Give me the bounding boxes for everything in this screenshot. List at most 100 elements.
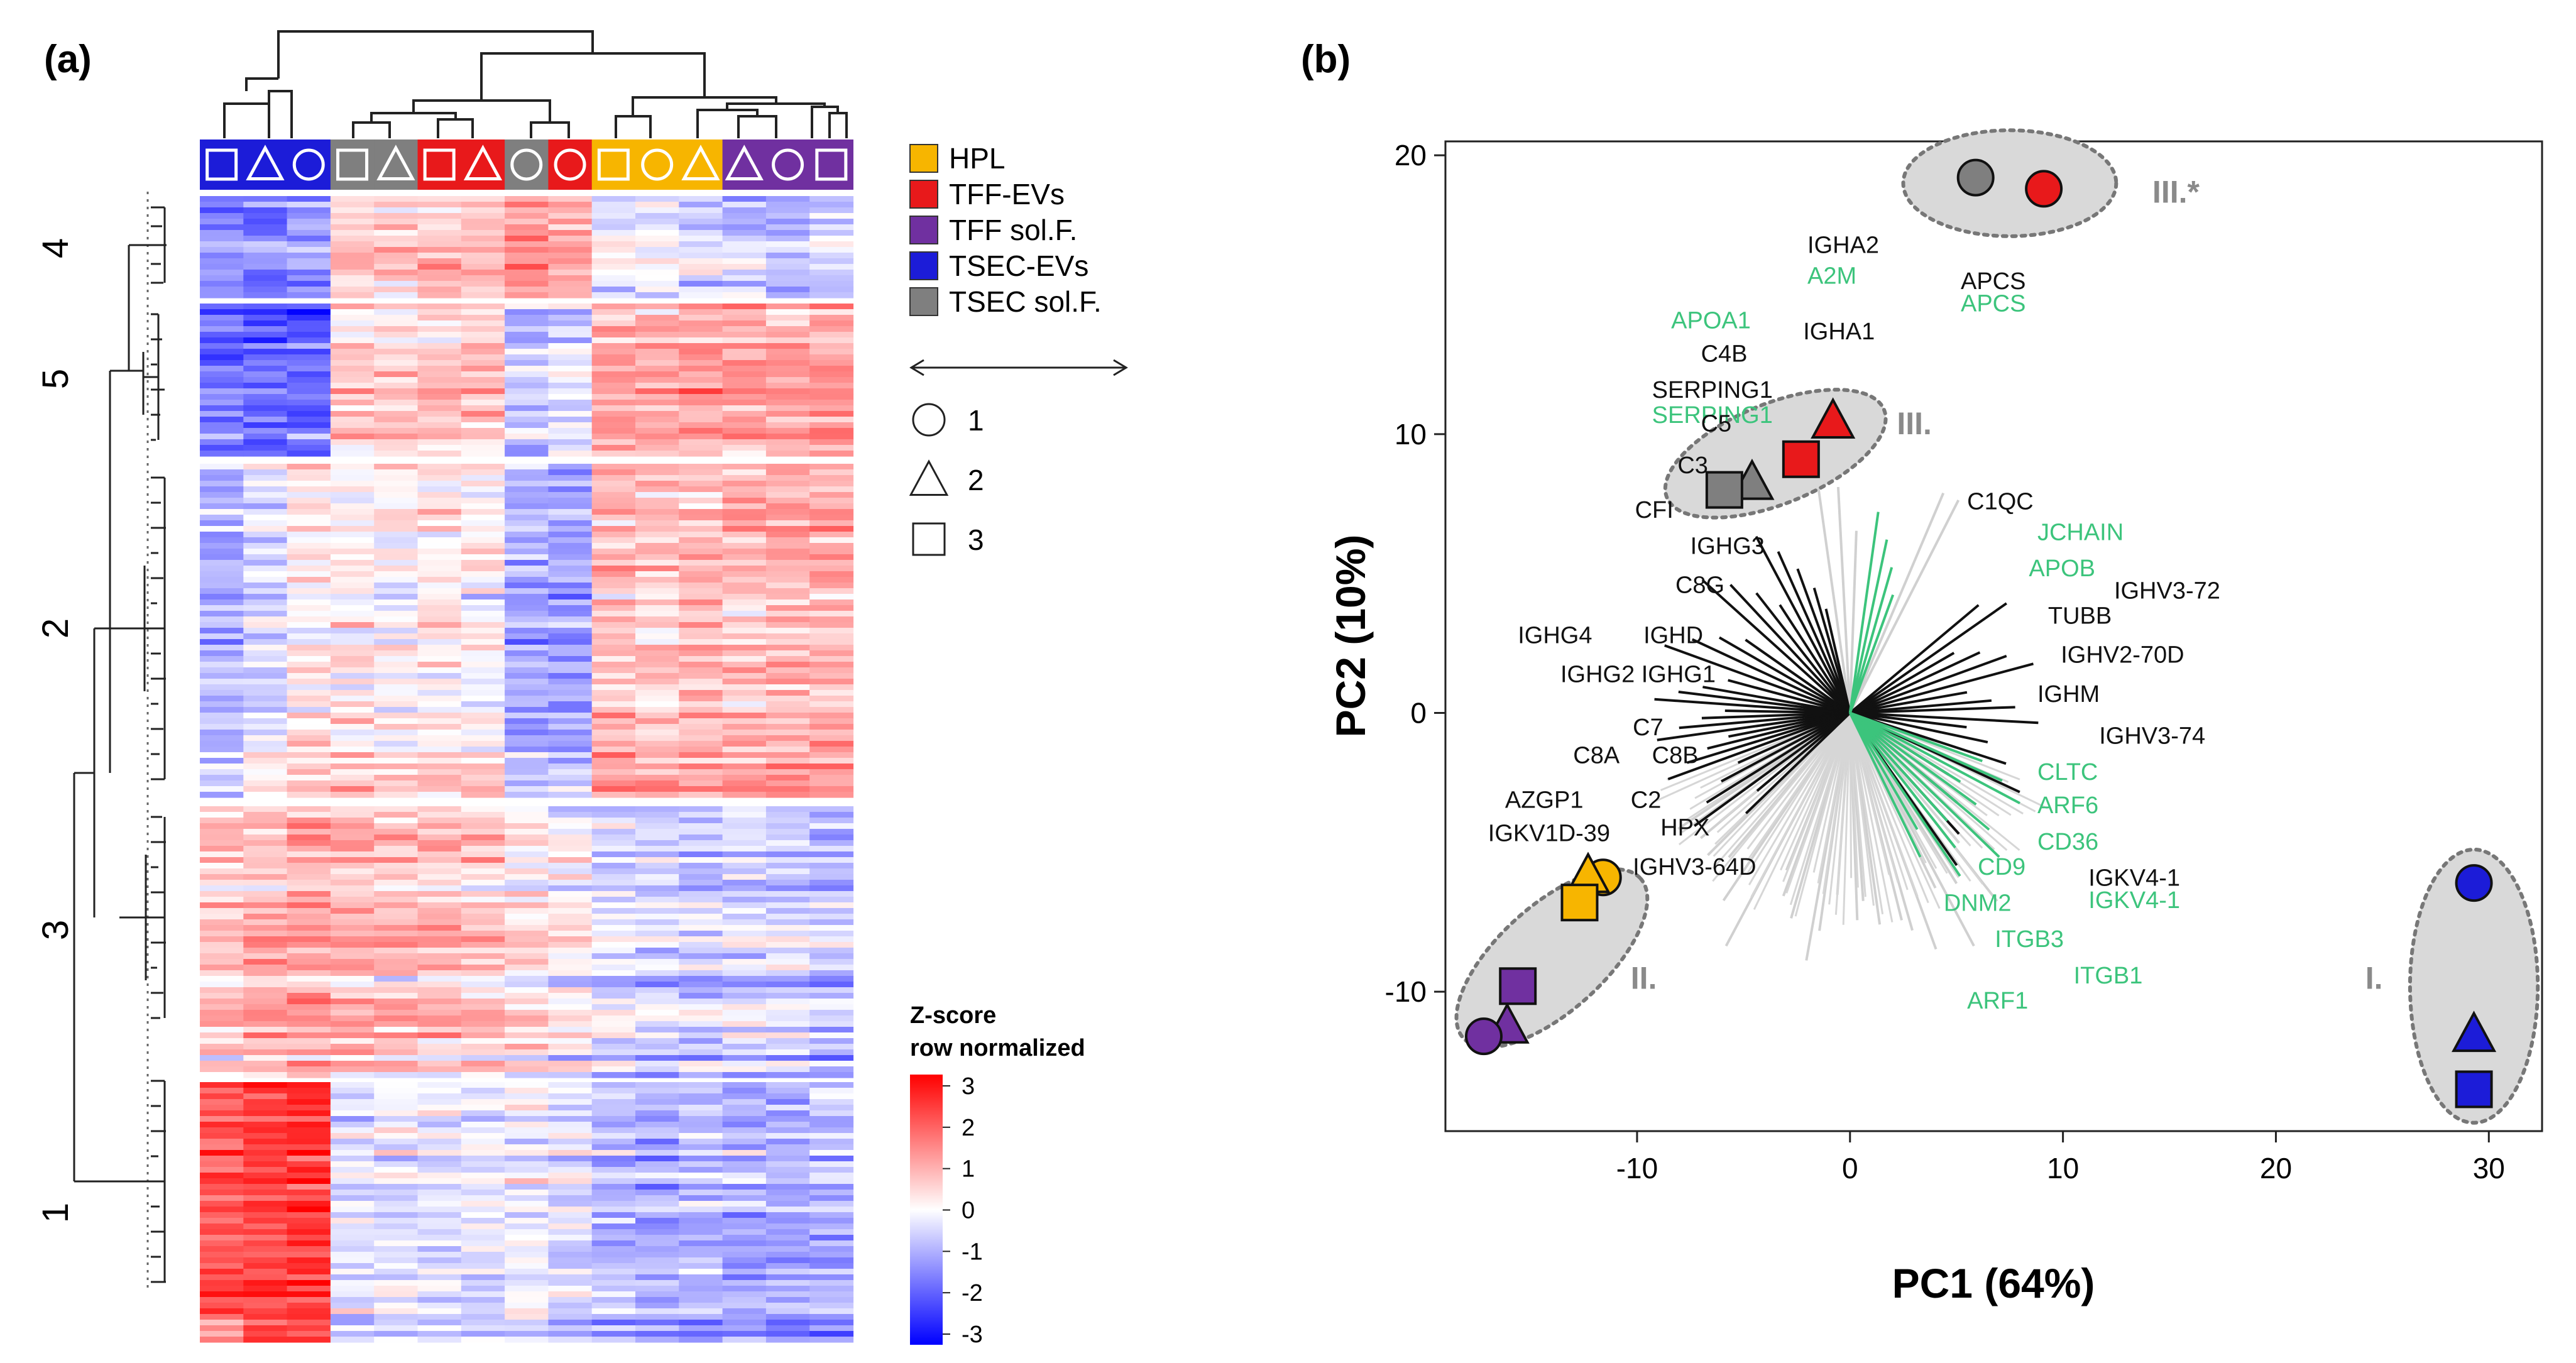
heat-cell	[635, 925, 679, 931]
heat-cell	[722, 1218, 767, 1224]
heat-cell	[679, 422, 723, 429]
heat-cell	[243, 264, 288, 270]
heat-cell	[548, 1110, 593, 1117]
loading-vector-grey	[1782, 712, 1851, 882]
heat-cell	[505, 764, 549, 770]
heat-cell	[591, 270, 636, 276]
heat-cell	[591, 417, 636, 423]
heat-cell	[243, 537, 288, 544]
heat-cell	[591, 919, 636, 926]
heat-cell	[591, 891, 636, 897]
heat-cell	[461, 202, 505, 208]
heat-cell	[330, 936, 375, 943]
heat-cell	[809, 885, 854, 892]
heat-cell	[765, 224, 810, 231]
heat-cell	[722, 1088, 767, 1094]
heat-cell	[765, 515, 810, 521]
heat-cell	[809, 1252, 854, 1258]
heat-cell	[635, 679, 679, 685]
heat-cell	[287, 264, 331, 270]
heat-cell	[505, 747, 549, 753]
heat-cell	[679, 1027, 723, 1033]
heat-cell	[809, 679, 854, 685]
heat-cell	[765, 976, 810, 982]
heat-cell	[679, 1010, 723, 1016]
square-icon	[206, 148, 238, 181]
heat-cell	[809, 520, 854, 527]
heat-cell	[635, 633, 679, 640]
heat-cell	[461, 492, 505, 498]
heat-cell	[722, 775, 767, 781]
heat-cell	[200, 908, 244, 914]
heat-cell	[809, 337, 854, 344]
heat-cell	[243, 515, 288, 521]
heat-cell	[635, 1331, 679, 1337]
heat-cell	[722, 1082, 767, 1088]
circle-icon	[510, 148, 543, 181]
heat-cell	[722, 925, 767, 931]
heat-cell	[548, 1297, 593, 1303]
heat-cell	[591, 1116, 636, 1122]
heat-cell	[461, 236, 505, 242]
heat-cell	[417, 247, 462, 253]
heat-cell	[679, 304, 723, 310]
heat-cell	[374, 428, 419, 434]
heat-cell	[505, 925, 549, 931]
heat-cell	[200, 1308, 244, 1315]
heat-cell	[461, 264, 505, 270]
heat-cell	[765, 366, 810, 372]
heat-cell	[722, 532, 767, 538]
heat-cell	[330, 594, 375, 600]
heat-cell	[722, 735, 767, 742]
heat-cell	[809, 902, 854, 909]
heat-cell	[461, 1049, 505, 1056]
heat-cell	[287, 747, 331, 753]
heat-cell	[417, 411, 462, 417]
heat-cell	[591, 247, 636, 253]
heat-cell	[417, 1325, 462, 1332]
heat-cell	[374, 360, 419, 366]
heat-cell	[722, 948, 767, 954]
heat-cell	[461, 914, 505, 920]
heat-cell	[635, 953, 679, 960]
heat-cell	[461, 445, 505, 451]
heat-cell	[461, 434, 505, 440]
heat-cell	[809, 486, 854, 493]
heat-cell	[722, 503, 767, 510]
heat-cell	[287, 247, 331, 253]
heat-cell	[287, 1021, 331, 1027]
heat-cell	[200, 481, 244, 487]
heat-cell	[374, 1274, 419, 1281]
heat-cell	[505, 690, 549, 696]
heat-cell	[200, 422, 244, 429]
heat-cell	[243, 1127, 288, 1134]
heat-cell	[505, 371, 549, 378]
heat-cell	[765, 583, 810, 589]
heat-cell	[374, 1235, 419, 1241]
heat-cell	[330, 713, 375, 719]
heat-cell	[374, 741, 419, 747]
loading-label: APCS	[1961, 268, 2025, 295]
heat-cell	[765, 713, 810, 719]
heat-cell	[505, 823, 549, 829]
heat-cell	[200, 230, 244, 236]
heat-cell	[591, 1297, 636, 1303]
heat-cell	[461, 857, 505, 863]
heat-cell	[200, 851, 244, 858]
heat-cell	[679, 492, 723, 498]
heat-cell	[809, 1201, 854, 1207]
heat-cell	[765, 537, 810, 544]
heat-cell	[374, 1337, 419, 1343]
heat-cell	[287, 1027, 331, 1033]
heat-cell	[417, 741, 462, 747]
heat-cell	[679, 1173, 723, 1179]
heat-cell	[374, 583, 419, 589]
heat-cell	[635, 1190, 679, 1196]
heat-cell	[417, 1105, 462, 1111]
heat-cell	[374, 690, 419, 696]
heat-cell	[765, 230, 810, 236]
heat-cell	[548, 812, 593, 818]
heat-cell	[287, 1257, 331, 1264]
heat-cell	[330, 1127, 375, 1134]
heat-cell	[722, 1133, 767, 1139]
